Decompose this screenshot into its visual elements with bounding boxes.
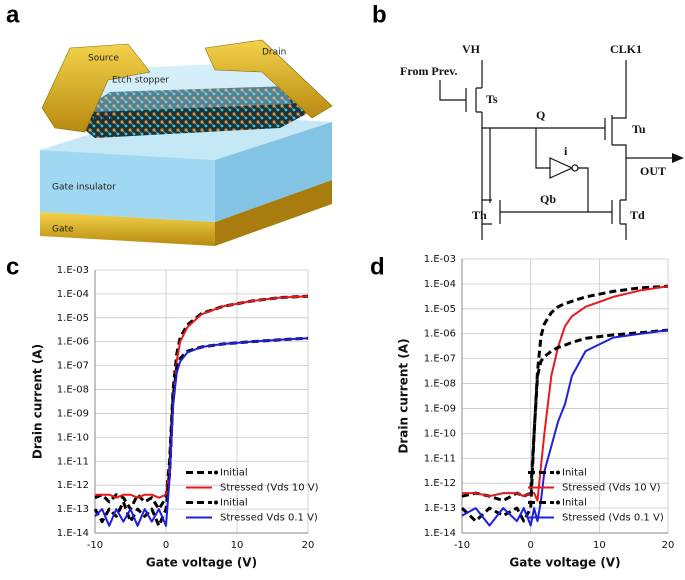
y-axis-title: Drain current (A) <box>397 338 411 453</box>
y-tick-label: 1.E-04 <box>424 279 456 290</box>
circuit-drawing <box>439 60 684 240</box>
y-tick-label: 1.E-07 <box>424 354 456 365</box>
circuit-label: From Prev. <box>400 64 458 78</box>
y-tick-label: 1.E-08 <box>57 385 89 396</box>
circuit-label: CLK1 <box>610 42 642 56</box>
y-tick-label: 1.E-13 <box>424 503 456 514</box>
legend-label: Initial <box>220 468 248 479</box>
y-tick-label: 1.E-04 <box>57 289 89 300</box>
circuit-label: Qb <box>540 192 556 206</box>
panel-label: d <box>370 253 385 280</box>
y-tick-label: 1.E-03 <box>424 254 456 265</box>
data-line <box>94 337 309 527</box>
circuit-label: Td <box>630 208 645 222</box>
x-tick-label: 0 <box>163 540 169 551</box>
y-tick-label: 1.E-06 <box>57 337 89 348</box>
x-tick-label: 10 <box>231 540 244 551</box>
x-axis-title: Gate voltage (V) <box>146 556 257 570</box>
y-tick-label: 1.E-06 <box>424 329 456 340</box>
y-tick-label: 1.E-05 <box>57 313 89 324</box>
data-line <box>462 285 669 502</box>
y-tick-label: 1.E-11 <box>57 456 89 467</box>
legend-label: Stressed (Vds 10 V) <box>220 483 319 494</box>
data-line <box>94 294 309 511</box>
y-tick-label: 1.E-11 <box>424 453 456 464</box>
y-axis-title: Drain current (A) <box>31 344 45 459</box>
circuit-label: Ts <box>486 92 498 106</box>
circuit-label: VH <box>462 42 481 56</box>
y-tick-label: 1.E-12 <box>57 480 89 491</box>
device-label: Drain <box>262 48 286 58</box>
y-tick-label: 1.E-14 <box>57 528 89 539</box>
circuit-label: i <box>564 144 568 158</box>
y-tick-label: 1.E-03 <box>57 265 89 276</box>
legend-label: Stressed (Vds 10 V) <box>562 483 661 494</box>
y-tick-label: 1.E-13 <box>57 504 89 515</box>
legend-label: Stressed Vds 0.1 V) <box>220 513 318 524</box>
y-tick-label: 1.E-12 <box>424 478 456 489</box>
device-label: Etch stopper <box>112 76 169 86</box>
x-tick-label: 20 <box>302 540 315 551</box>
y-tick-label: 1.E-09 <box>424 403 456 414</box>
y-tick-label: 1.E-08 <box>424 379 456 390</box>
panel-label: a <box>6 1 20 28</box>
panel-label: c <box>6 253 19 280</box>
device-label: Gate insulator <box>52 183 116 193</box>
legend-marker <box>556 500 560 505</box>
panel-label: b <box>372 1 387 28</box>
circuit-label: Tu <box>632 122 646 136</box>
legend-marker <box>214 500 218 505</box>
y-tick-label: 1.E-10 <box>424 428 456 439</box>
x-tick-label: -10 <box>87 540 103 551</box>
data-line <box>461 329 669 527</box>
data-line <box>93 336 309 528</box>
device-label: Active <box>90 114 118 124</box>
data-line <box>460 328 669 523</box>
circuit-label: OUT <box>640 164 666 178</box>
y-tick-label: 1.E-14 <box>424 528 456 539</box>
legend-marker <box>556 470 560 475</box>
circuit-label: Q <box>536 108 545 122</box>
y-tick-label: 1.E-09 <box>57 408 89 419</box>
legend-label: Stressed (Vds 0.1 V) <box>562 513 664 524</box>
y-tick-label: 1.E-05 <box>424 304 456 315</box>
x-tick-label: 10 <box>593 540 606 551</box>
x-tick-label: -10 <box>454 540 470 551</box>
legend-label: Initial <box>220 498 248 509</box>
y-tick-label: 1.E-10 <box>57 432 89 443</box>
y-tick-label: 1.E-07 <box>57 361 89 372</box>
legend-label: Inital <box>562 498 587 509</box>
x-axis-title: Gate voltage (V) <box>509 556 620 570</box>
legend-label: Inital <box>562 468 587 479</box>
x-tick-label: 0 <box>527 540 533 551</box>
x-tick-label: 20 <box>662 540 675 551</box>
data-line <box>95 295 309 499</box>
legend-marker <box>214 470 218 475</box>
device-label: Gate <box>52 225 74 235</box>
device-label: Source <box>88 54 119 64</box>
circuit-label: Th <box>472 208 487 222</box>
device-drawing <box>40 39 333 246</box>
